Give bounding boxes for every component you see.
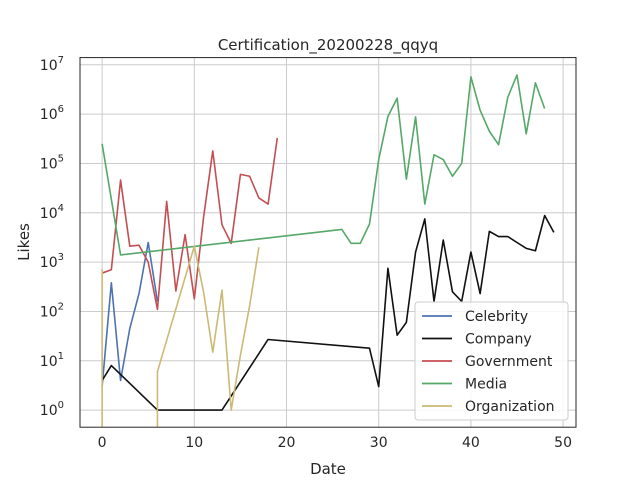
chart-title: Certification_20200228_qqyq xyxy=(218,36,438,55)
y-tick-exponent: 6 xyxy=(58,104,64,115)
legend-box xyxy=(414,301,569,421)
y-tick-base: 10 xyxy=(40,107,58,123)
x-tick-label: 40 xyxy=(462,435,480,451)
x-tick-label: 30 xyxy=(370,435,388,451)
series-layer xyxy=(101,74,555,428)
y-tick-base: 10 xyxy=(40,156,58,172)
y-tick-exponent: 2 xyxy=(58,301,64,312)
y-tick-base: 10 xyxy=(40,403,58,419)
y-tick-base: 10 xyxy=(40,304,58,320)
legend-label: Media xyxy=(465,377,507,393)
x-tick-label: 0 xyxy=(98,435,107,451)
y-tick-exponent: 1 xyxy=(58,351,64,362)
series-line-organization xyxy=(101,245,260,428)
y-tick-exponent: 7 xyxy=(58,55,64,66)
x-tick-labels: 0 10 20 30 40 50 xyxy=(98,435,572,451)
legend: Celebrity Company Government Media Organizat… xyxy=(414,301,569,421)
y-axis-label: Likes xyxy=(15,223,33,261)
legend-label: Government xyxy=(465,354,553,370)
y-tick-label: 105 xyxy=(40,153,64,172)
y-tick-base: 10 xyxy=(40,58,58,74)
legend-label: Organization xyxy=(465,399,555,415)
y-tick-label: 106 xyxy=(40,104,64,123)
series-line-company xyxy=(101,214,555,411)
y-tick-base: 10 xyxy=(40,255,58,271)
series-line-celebrity xyxy=(101,241,159,387)
legend-label: Company xyxy=(465,332,532,348)
y-tick-exponent: 0 xyxy=(58,400,64,411)
y-tick-label: 102 xyxy=(40,301,64,320)
y-tick-label: 104 xyxy=(40,203,64,222)
y-tick-exponent: 3 xyxy=(58,252,64,263)
y-tick-base: 10 xyxy=(40,206,58,222)
series-line-media xyxy=(101,74,546,256)
grid-lines xyxy=(80,57,576,428)
y-tick-exponent: 5 xyxy=(58,153,64,164)
x-tick-label: 20 xyxy=(278,435,296,451)
y-tick-exponent: 4 xyxy=(58,203,64,214)
y-tick-label: 101 xyxy=(40,351,64,370)
x-tick-label: 10 xyxy=(185,435,203,451)
x-tick-label: 50 xyxy=(554,435,572,451)
y-tick-label: 107 xyxy=(40,55,64,74)
y-tick-label: 100 xyxy=(40,400,64,419)
y-tick-label: 103 xyxy=(40,252,64,271)
x-axis-label: Date xyxy=(310,460,346,478)
series-line-government xyxy=(101,137,279,311)
y-tick-base: 10 xyxy=(40,354,58,370)
legend-label: Celebrity xyxy=(465,309,528,325)
plot-frame xyxy=(79,57,577,428)
